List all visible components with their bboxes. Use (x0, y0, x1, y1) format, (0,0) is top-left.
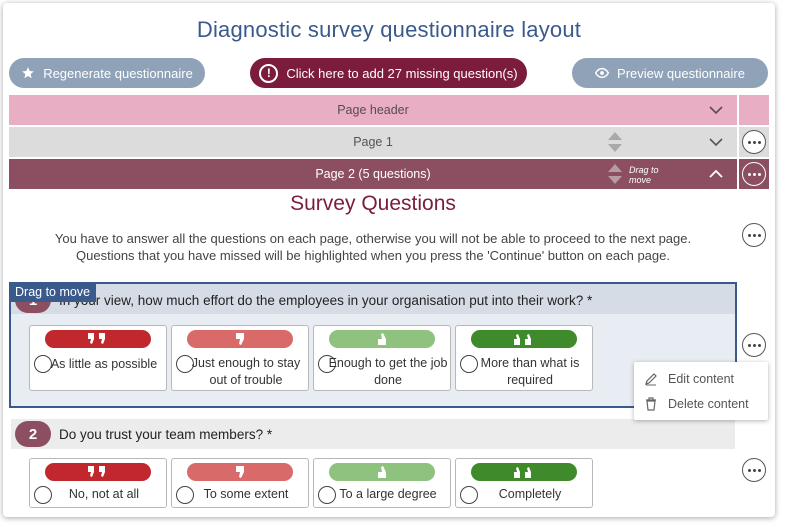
edit-content-item[interactable]: Edit content (644, 369, 734, 389)
q1-option-1-label: As little as possible (50, 357, 158, 371)
chevron-down-icon[interactable] (707, 101, 725, 119)
preview-button[interactable]: Preview questionnaire (572, 58, 768, 88)
q1-option-2[interactable]: Just enough to stay out of trouble (171, 325, 309, 391)
q2-option-3-label: To a large degree (339, 487, 437, 501)
page-2-more-button[interactable] (742, 162, 766, 186)
question-2-text: Do you trust your team members? * (59, 427, 273, 442)
page-1-label: Page 1 (353, 135, 393, 149)
drag-hint: Drag to move (629, 165, 659, 185)
q1-option-4-label: More than what is required (480, 356, 580, 387)
survey-editor: Diagnostic survey questionnaire layout R… (3, 3, 775, 517)
q1-option-4[interactable]: More than what is required (455, 325, 593, 391)
q1-option-3-label: Enough to get the job done (328, 356, 448, 387)
add-missing-label: Click here to add 27 missing question(s) (286, 65, 518, 81)
reorder-arrows-icon[interactable] (607, 162, 623, 186)
thumbs-down-double-icon (45, 463, 151, 481)
intro-line-2: Questions that you have missed will be h… (76, 248, 670, 263)
thumbs-up-icon (329, 330, 435, 348)
page-header-side (739, 95, 769, 125)
edit-content-label: Edit content (668, 372, 735, 386)
q1-option-2-label: Just enough to stay out of trouble (191, 356, 301, 387)
delete-content-label: Delete content (668, 397, 749, 411)
q1-option-4-radio[interactable] (460, 355, 478, 373)
thumbs-down-icon (187, 330, 293, 348)
intro-line-1: You have to answer all the questions on … (54, 231, 692, 246)
q2-option-2-label: To some extent (203, 487, 289, 501)
thumbs-up-icon (329, 463, 435, 481)
question-1-more-button[interactable] (742, 333, 766, 357)
intro-more-button[interactable] (742, 223, 766, 247)
survey-intro: You have to answer all the questions on … (3, 230, 743, 264)
q2-option-4-label: Completely (498, 487, 562, 501)
q1-option-3[interactable]: Enough to get the job done (313, 325, 451, 391)
q2-option-1-radio[interactable] (34, 486, 52, 504)
preview-label: Preview questionnaire (617, 65, 745, 81)
q1-option-1[interactable]: As little as possible (29, 325, 167, 391)
thumbs-down-double-icon (45, 330, 151, 348)
thumbs-up-double-icon (471, 330, 577, 348)
eye-icon (595, 67, 610, 79)
page-title: Diagnostic survey questionnaire layout (196, 17, 582, 42)
thumbs-down-icon (187, 463, 293, 481)
q2-option-2[interactable]: To some extent (171, 458, 309, 508)
delete-content-item[interactable]: Delete content (644, 394, 749, 414)
context-menu: Edit content Delete content (634, 362, 768, 420)
question-2-bar[interactable] (11, 419, 735, 449)
question-1-text: In your view, how much effort do the emp… (59, 293, 593, 308)
add-missing-questions-button[interactable]: ! Click here to add 27 missing question(… (250, 58, 527, 88)
q2-option-2-radio[interactable] (176, 486, 194, 504)
page-2-row[interactable]: Page 2 (5 questions) Drag to move (9, 159, 737, 189)
q1-option-1-radio[interactable] (34, 355, 52, 373)
q2-option-1[interactable]: No, not at all (29, 458, 167, 508)
question-2-more-button[interactable] (742, 458, 766, 482)
page-1-row[interactable]: Page 1 (9, 127, 737, 157)
question-2-number: 2 (15, 421, 51, 447)
thumbs-up-double-icon (471, 463, 577, 481)
star-icon (21, 66, 35, 80)
q2-option-3-radio[interactable] (318, 486, 336, 504)
q2-option-4[interactable]: Completely (455, 458, 593, 508)
pencil-icon (645, 373, 657, 386)
regenerate-label: Regenerate questionnaire (43, 65, 193, 81)
q2-option-4-radio[interactable] (460, 486, 478, 504)
page-1-more-button[interactable] (742, 130, 766, 154)
page-header-row[interactable]: Page header (9, 95, 737, 125)
question-1-bar (11, 284, 735, 314)
drag-to-move-tag[interactable]: Drag to move (9, 282, 97, 302)
page-2-label: Page 2 (5 questions) (315, 167, 431, 181)
warning-icon: ! (259, 63, 279, 83)
q1-option-2-radio[interactable] (176, 355, 194, 373)
q1-option-3-radio[interactable] (318, 355, 336, 373)
regenerate-button[interactable]: Regenerate questionnaire (9, 58, 205, 88)
page-header-label: Page header (337, 103, 409, 117)
q2-option-1-label: No, not at all (68, 487, 140, 501)
trash-icon (646, 397, 656, 411)
q2-option-3[interactable]: To a large degree (313, 458, 451, 508)
chevron-down-icon[interactable] (707, 133, 725, 151)
survey-heading: Survey Questions (290, 192, 456, 215)
reorder-arrows-icon[interactable] (607, 130, 623, 154)
chevron-up-icon[interactable] (707, 165, 725, 183)
